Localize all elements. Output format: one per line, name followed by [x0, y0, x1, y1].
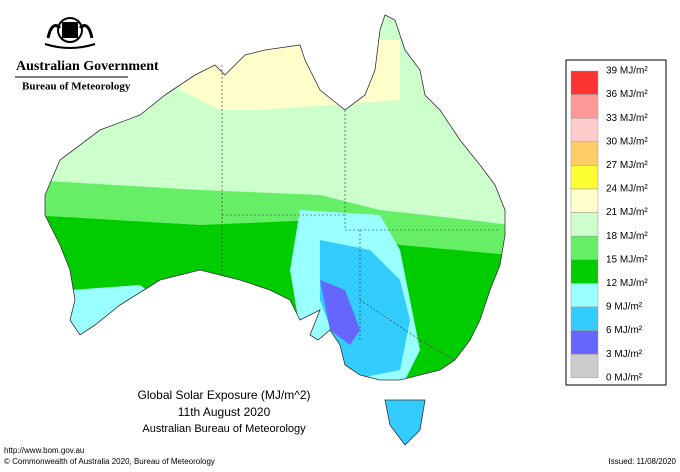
legend-swatch [570, 117, 599, 143]
legend-swatch [570, 330, 599, 355]
legend-label: 12 MJ/m² [606, 278, 648, 289]
state-borders [221, 65, 500, 361]
legend-label: 39 MJ/m² [606, 66, 648, 77]
legend-swatch [570, 212, 599, 237]
tasmania [384, 399, 426, 446]
map-source: Australian Bureau of Meteorology [142, 423, 306, 435]
legend-label: 6 MJ/m² [606, 325, 643, 336]
footer-issued: Issued: 11/08/2020 [609, 457, 677, 466]
legend-swatch [570, 353, 599, 379]
legend-swatch [570, 165, 599, 190]
footer-copyright: © Commonwealth of Australia 2020, Bureau… [4, 457, 215, 466]
legend-label: 18 MJ/m² [606, 231, 648, 242]
logo: Australian Government Bureau of Meteorol… [15, 17, 159, 93]
legend-swatch [570, 188, 599, 213]
legend-label: 33 MJ/m² [606, 113, 648, 124]
legend-label: 36 MJ/m² [606, 89, 648, 100]
legend-swatch [570, 283, 599, 308]
legend-label: 0 MJ/m² [606, 372, 643, 383]
legend-label: 15 MJ/m² [606, 254, 648, 265]
legend-swatch [570, 94, 599, 119]
government-name: Australian Government [16, 59, 159, 74]
legend-swatch [570, 259, 599, 284]
legend-swatch [570, 306, 599, 331]
coastline [44, 14, 506, 381]
legend-label: 30 MJ/m² [606, 136, 648, 147]
map-date: 11th August 2020 [178, 405, 271, 419]
legend-label: 9 MJ/m² [606, 302, 643, 313]
legend-swatch [570, 70, 599, 95]
legend-swatch [570, 141, 599, 166]
legend-label: 3 MJ/m² [606, 349, 643, 360]
map-title: Global Solar Exposure (MJ/m^2) [137, 388, 310, 402]
footer-url: http://www.bom.gov.au [4, 446, 84, 455]
legend-label: 24 MJ/m² [606, 184, 648, 195]
agency-name: Bureau of Meteorology [22, 81, 131, 93]
legend: 39 MJ/m² 36 MJ/m² 33 MJ/m² 30 MJ/m² 27 MJ/m²… [570, 66, 648, 383]
legend-label: 27 MJ/m² [606, 160, 648, 171]
legend-label: 21 MJ/m² [606, 207, 648, 218]
legend-swatch [570, 235, 599, 261]
